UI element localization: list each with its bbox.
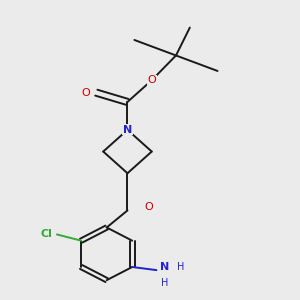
Text: H: H	[161, 278, 169, 287]
Text: O: O	[82, 88, 90, 98]
Text: Cl: Cl	[40, 230, 52, 239]
Text: O: O	[147, 75, 156, 85]
Text: O: O	[144, 202, 153, 212]
Text: N: N	[123, 125, 132, 135]
Text: N: N	[160, 262, 170, 272]
Text: H: H	[177, 262, 184, 272]
